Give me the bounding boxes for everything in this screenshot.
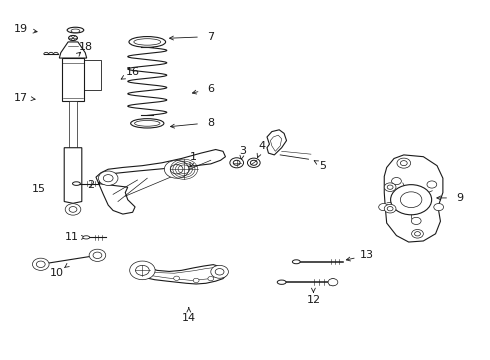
Circle shape bbox=[69, 207, 77, 212]
Text: 4: 4 bbox=[259, 141, 266, 151]
Circle shape bbox=[328, 279, 338, 286]
Ellipse shape bbox=[129, 37, 166, 47]
Circle shape bbox=[391, 185, 432, 215]
Text: 19: 19 bbox=[14, 24, 28, 35]
Text: 9: 9 bbox=[456, 193, 464, 203]
Circle shape bbox=[412, 229, 423, 238]
Circle shape bbox=[400, 161, 407, 166]
Text: 2: 2 bbox=[88, 180, 95, 190]
Circle shape bbox=[36, 261, 45, 267]
Circle shape bbox=[230, 158, 244, 168]
Ellipse shape bbox=[134, 39, 161, 45]
Text: 17: 17 bbox=[14, 93, 28, 103]
Circle shape bbox=[392, 177, 401, 185]
Text: 3: 3 bbox=[239, 146, 246, 156]
Circle shape bbox=[193, 278, 199, 283]
Circle shape bbox=[164, 160, 189, 178]
Text: 15: 15 bbox=[32, 184, 46, 194]
Text: 7: 7 bbox=[207, 32, 214, 41]
Ellipse shape bbox=[293, 260, 300, 264]
Circle shape bbox=[387, 185, 393, 189]
Ellipse shape bbox=[277, 280, 286, 284]
Circle shape bbox=[384, 204, 396, 213]
Circle shape bbox=[173, 276, 179, 280]
Ellipse shape bbox=[131, 119, 164, 128]
Circle shape bbox=[400, 192, 422, 208]
Ellipse shape bbox=[71, 29, 80, 33]
Ellipse shape bbox=[73, 182, 80, 185]
Circle shape bbox=[387, 207, 393, 211]
Circle shape bbox=[208, 276, 214, 281]
Circle shape bbox=[93, 252, 102, 258]
Circle shape bbox=[103, 175, 113, 182]
Circle shape bbox=[247, 158, 260, 167]
Text: 1: 1 bbox=[190, 152, 197, 162]
Circle shape bbox=[211, 265, 228, 278]
Text: 5: 5 bbox=[319, 161, 327, 171]
Polygon shape bbox=[267, 130, 287, 155]
Polygon shape bbox=[62, 58, 84, 101]
Circle shape bbox=[32, 258, 49, 270]
Circle shape bbox=[250, 160, 257, 165]
Text: 14: 14 bbox=[182, 313, 196, 323]
Circle shape bbox=[65, 204, 81, 215]
Circle shape bbox=[411, 217, 421, 225]
Circle shape bbox=[215, 269, 224, 275]
Text: 13: 13 bbox=[360, 250, 374, 260]
Circle shape bbox=[170, 165, 183, 174]
Circle shape bbox=[415, 231, 420, 236]
Circle shape bbox=[397, 158, 411, 168]
Polygon shape bbox=[69, 101, 77, 148]
Circle shape bbox=[130, 261, 155, 280]
Circle shape bbox=[89, 249, 106, 261]
Text: 8: 8 bbox=[207, 118, 214, 128]
Text: 18: 18 bbox=[79, 42, 93, 52]
Ellipse shape bbox=[67, 27, 84, 33]
Text: 6: 6 bbox=[207, 84, 214, 94]
Circle shape bbox=[434, 203, 443, 211]
Ellipse shape bbox=[69, 36, 77, 41]
Circle shape bbox=[427, 181, 437, 188]
Text: 10: 10 bbox=[50, 268, 64, 278]
Circle shape bbox=[136, 265, 149, 275]
Polygon shape bbox=[384, 155, 443, 242]
Text: 16: 16 bbox=[125, 67, 140, 77]
Polygon shape bbox=[137, 264, 226, 284]
Ellipse shape bbox=[330, 279, 336, 286]
Circle shape bbox=[233, 160, 240, 165]
Ellipse shape bbox=[135, 121, 160, 126]
Text: 11: 11 bbox=[65, 232, 78, 242]
Circle shape bbox=[384, 183, 396, 192]
Polygon shape bbox=[59, 42, 87, 58]
Polygon shape bbox=[64, 148, 82, 203]
Text: 12: 12 bbox=[306, 295, 320, 305]
Polygon shape bbox=[96, 149, 225, 214]
Circle shape bbox=[379, 203, 389, 211]
Circle shape bbox=[98, 171, 118, 185]
Ellipse shape bbox=[83, 236, 90, 239]
